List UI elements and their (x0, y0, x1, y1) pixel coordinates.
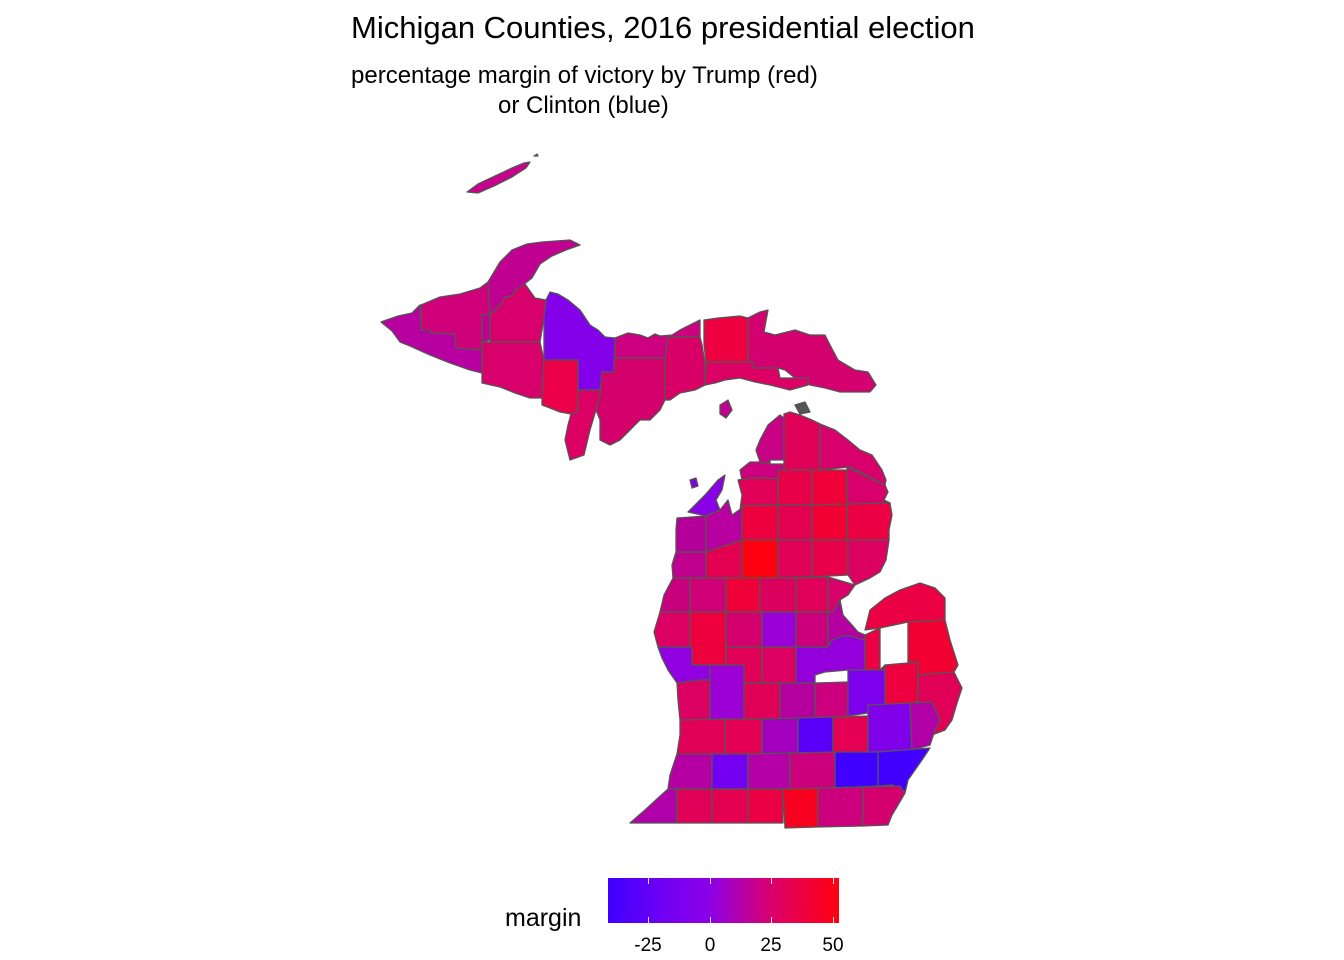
county-oakland (867, 702, 913, 753)
county-ogemaw (811, 539, 849, 578)
legend-tick-mark (710, 878, 711, 884)
county-manistee (671, 551, 707, 579)
county-iosco (847, 539, 890, 586)
county-alcona (846, 502, 893, 541)
legend-tick-mark (648, 917, 649, 923)
county-st-joseph (711, 788, 749, 824)
county-lake (689, 577, 727, 613)
island-beaver (719, 399, 733, 419)
county-wayne (877, 747, 931, 794)
county-delta (595, 357, 666, 446)
county-schoolcraft (664, 336, 706, 401)
county-isabella (761, 611, 797, 648)
county-newaygo (689, 611, 727, 666)
county-osceola (725, 577, 761, 613)
legend-colorbar (608, 878, 839, 923)
county-huron (864, 582, 946, 631)
county-missaukee (741, 539, 779, 579)
county-oscoda (811, 503, 848, 541)
legend-tick-label: -25 (634, 935, 662, 956)
legend-tick-label: 0 (704, 935, 716, 956)
county-clare (759, 577, 797, 613)
island-small (689, 477, 699, 489)
county-mason (659, 577, 691, 613)
county-lapeer (884, 661, 919, 706)
county-cass (676, 788, 713, 824)
chart-subtitle-line1: percentage margin of victory by Trump (r… (351, 62, 818, 89)
county-berrien (629, 788, 678, 824)
islet (533, 153, 539, 157)
county-kent (709, 664, 745, 721)
county-van-buren (667, 753, 713, 790)
county-presque-isle (819, 423, 887, 486)
county-ottawa (676, 679, 711, 721)
legend-tick-mark (648, 878, 649, 884)
county-midland (795, 611, 829, 648)
county-roscommon (777, 539, 813, 579)
county-lenawee (817, 786, 864, 828)
legend-title: margin (505, 904, 582, 932)
chart-title: Michigan Counties, 2016 presidential ele… (351, 10, 975, 45)
county-washtenaw (834, 751, 879, 789)
county-allegan (676, 718, 726, 755)
county-emmet (755, 414, 785, 465)
county-isle-royale (466, 161, 531, 194)
county-eaton (761, 717, 799, 755)
county-mackinac (704, 361, 809, 391)
county-livingston (832, 715, 869, 754)
county-dickinson (541, 359, 579, 415)
legend-tick-mark (710, 917, 711, 923)
county-kalamazoo (711, 753, 749, 790)
county-iron (481, 341, 545, 399)
county-kalkaska (741, 504, 779, 541)
county-shiawassee (814, 681, 849, 719)
legend-tick-mark (833, 917, 834, 923)
county-macomb (909, 701, 941, 751)
chart-subtitle-line2: or Clinton (blue) (498, 92, 669, 119)
county-oceana (653, 611, 691, 648)
legend-tick-mark (771, 917, 772, 923)
county-jackson (789, 751, 836, 790)
legend-tick-label: 25 (760, 935, 782, 956)
island-drummond (794, 401, 811, 415)
county-houghton (481, 239, 581, 343)
county-benzie (675, 515, 707, 553)
county-luce (703, 315, 749, 363)
legend-tick-mark (833, 878, 834, 884)
county-montmorency (811, 469, 848, 506)
county-gladwin (795, 576, 829, 613)
county-branch (747, 788, 784, 824)
county-calhoun (747, 752, 791, 790)
county-clinton (779, 682, 816, 720)
county-barry (724, 718, 763, 755)
legend-tick-label: 50 (822, 935, 844, 956)
county-ionia (743, 682, 781, 720)
county-monroe (862, 785, 906, 827)
county-hillsdale (782, 787, 819, 829)
legend-tick-mark (771, 878, 772, 884)
county-mecosta (725, 611, 763, 648)
county-ingham (797, 716, 834, 754)
county-crawford (777, 504, 813, 541)
county-cheboygan (783, 411, 821, 471)
county-otsego (777, 469, 813, 506)
county-gratiot (761, 646, 797, 684)
